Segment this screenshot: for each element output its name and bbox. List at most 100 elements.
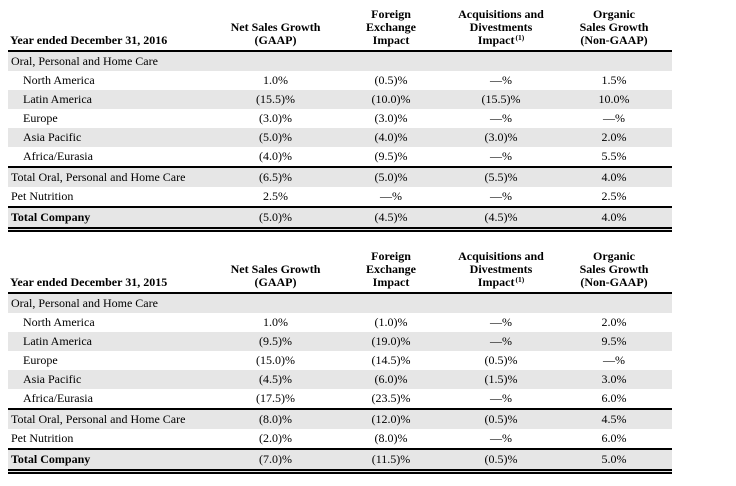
value-cell: —% [490,149,512,163]
value-cell: —% [380,189,402,203]
value-cell: (2.0)% [259,431,292,445]
value-cell: (4.0)% [259,149,292,163]
row-label: Africa/Eurasia [23,391,93,405]
column-header-line: Foreign [371,249,411,263]
value-cell: 2.0% [601,315,627,329]
value-cell [336,51,446,71]
value-cell: —% [603,353,625,367]
value-cell: (8.0)% [374,431,408,445]
value-cell: —% [603,111,625,125]
row-label: Pet Nutrition [11,431,74,445]
value-cell: (9.5)% [215,332,336,351]
column-header-line: Acquisitions and [458,249,544,263]
value-cell: (4.5)% [336,206,446,232]
footnote-marker: (1) [515,275,525,284]
column-header-line: Impact [372,275,410,289]
table-row: North America 1.0% (0.5)% —% 1.5% [8,71,672,90]
table-row: Oral, Personal and Home Care [8,293,672,313]
value-cell: 9.5% [556,332,672,351]
column-header-line: (Non-GAAP) [580,275,648,289]
value-cell: 1.0% [263,73,288,87]
table-row: North America 1.0% (1.0)% —% 2.0% [8,313,672,332]
value-cell: (0.5)% [374,73,408,87]
footnote-marker: (1) [515,33,525,42]
row-label: Total Company [8,206,215,232]
value-cell: (7.0)% [215,448,336,474]
value-cell: (19.0)% [336,332,446,351]
value-cell: (5.0)% [336,166,446,187]
value-cell [215,293,336,313]
row-label: Europe [23,111,58,125]
value-cell: (9.5)% [374,149,408,163]
table-row: Oral, Personal and Home Care [8,51,672,71]
header-row: Year ended December 31, 2015 Net Sales G… [8,249,672,294]
table-row: Latin America (9.5)% (19.0)% —% 9.5% [8,332,672,351]
value-cell: (3.0)% [259,111,292,125]
row-label: Oral, Personal and Home Care [8,51,215,71]
column-header-line: Sales Growth [579,262,649,276]
table-row: Total Company (7.0)% (11.5)% (0.5)% 5.0% [8,448,672,474]
value-cell: (4.5)% [446,206,556,232]
column-header-line: Sales Growth [579,20,649,34]
value-cell: (6.5)% [215,166,336,187]
value-cell: (17.5)% [256,391,295,405]
row-label: Total Oral, Personal and Home Care [8,166,215,187]
column-header-line: Impact [372,33,410,47]
column-header: Organic Sales Growth (Non-GAAP) [556,249,672,294]
column-header-line: Acquisitions and [458,7,544,21]
row-label: Latin America [8,90,215,109]
header-row: Year ended December 31, 2016 Net Sales G… [8,7,672,52]
value-cell [446,293,556,313]
value-cell: (0.5)% [446,448,556,474]
column-header-line: Organic [593,249,635,263]
value-cell: 2.0% [556,128,672,147]
document-page: Year ended December 31, 2016 Net Sales G… [8,8,736,474]
column-header-line: Foreign [371,7,411,21]
value-cell: (15.5)% [215,90,336,109]
value-cell: (4.5)% [215,370,336,389]
table-row: Europe (3.0)% (3.0)% —% —% [8,109,672,128]
column-header-line: (GAAP) [254,33,297,47]
column-header-line: Net Sales Growth [230,262,321,276]
value-cell: —% [490,189,512,203]
value-cell: —% [446,332,556,351]
table-body: Oral, Personal and Home Care North Americ… [8,293,672,474]
value-cell: (23.5)% [371,391,411,405]
value-cell: (3.0)% [446,128,556,147]
value-cell: 1.0% [263,315,288,329]
column-header: Acquisitions and Divestments Impact(1) [446,7,556,52]
sales-growth-table: Year ended December 31, 2015 Net Sales G… [8,250,672,474]
value-cell: 3.0% [556,370,672,389]
value-cell: —% [490,315,512,329]
row-label: Oral, Personal and Home Care [8,293,215,313]
value-cell: (8.0)% [215,408,336,429]
tables-container: Year ended December 31, 2016 Net Sales G… [8,8,736,474]
value-cell: (5.5)% [446,166,556,187]
table-row: Latin America (15.5)% (10.0)% (15.5)% 10.0% [8,90,672,109]
value-cell: —% [490,391,512,405]
table-header: Year ended December 31, 2016 Net Sales G… [8,7,672,52]
table-row: Europe (15.0)% (14.5)% (0.5)% —% [8,351,672,370]
column-header: Foreign Exchange Impact [336,249,446,294]
table-row: Africa/Eurasia (17.5)% (23.5)% —% 6.0% [8,389,672,409]
column-header-line: Organic [593,7,635,21]
row-label: Total Company [8,448,215,474]
column-header-line: Exchange [365,20,416,34]
value-cell [446,51,556,71]
value-cell: (4.0)% [336,128,446,147]
row-label: Latin America [8,332,215,351]
value-cell: 4.5% [556,408,672,429]
table-body: Oral, Personal and Home Care North Americ… [8,51,672,232]
column-header: Net Sales Growth (GAAP) [215,250,336,294]
table-row: Asia Pacific (4.5)% (6.0)% (1.5)% 3.0% [8,370,672,389]
value-cell [556,293,672,313]
value-cell [556,51,672,71]
value-cell [215,51,336,71]
value-cell: (5.0)% [215,206,336,232]
table-row: Pet Nutrition (2.0)% (8.0)% —% 6.0% [8,429,672,449]
value-cell: 2.5% [263,189,288,203]
value-cell: 5.0% [556,448,672,474]
sales-growth-table: Year ended December 31, 2016 Net Sales G… [8,8,672,232]
value-cell: —% [490,431,512,445]
row-label: Asia Pacific [8,370,215,389]
